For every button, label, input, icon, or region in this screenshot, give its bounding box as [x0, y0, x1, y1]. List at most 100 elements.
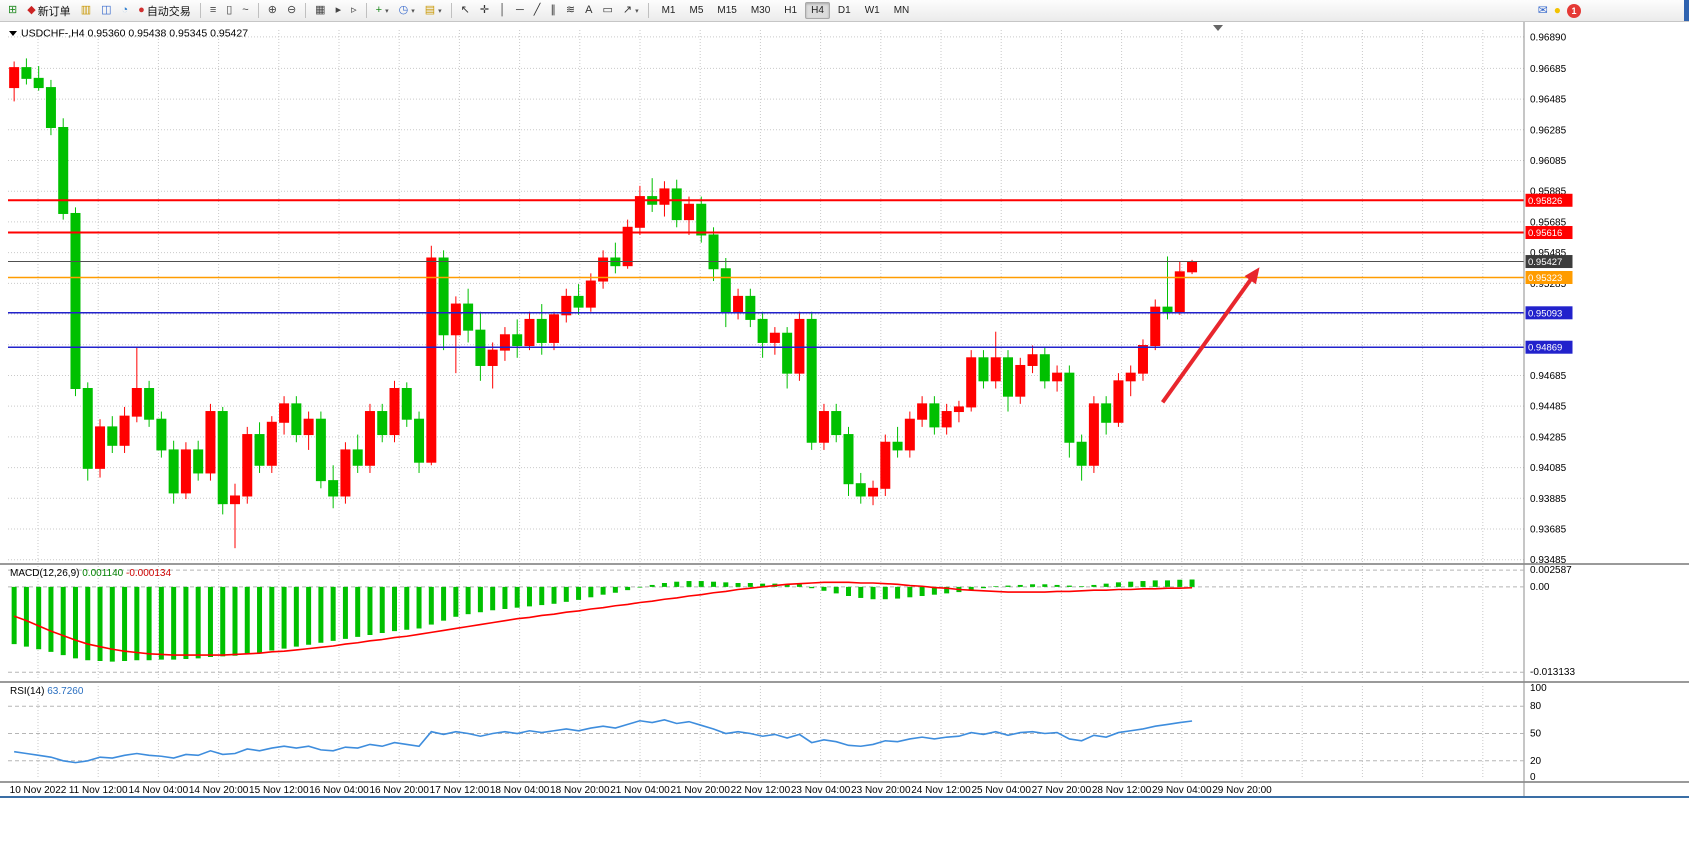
candle-body — [966, 357, 977, 408]
price-tick-label: 0.94485 — [1530, 402, 1567, 413]
macd-signal-line — [13, 581, 1193, 656]
candle-body — [279, 403, 290, 423]
symbol-dropdown-icon[interactable] — [9, 31, 17, 36]
candle — [782, 327, 793, 389]
candle-body — [1076, 441, 1087, 466]
indicators-button[interactable]: + ▾ — [372, 1, 393, 20]
candle — [82, 382, 93, 481]
toolbar-separator — [365, 3, 367, 18]
symbol-ohlc-label: USDCHF-,H4 0.95360 0.95438 0.95345 0.954… — [21, 28, 248, 40]
trend-arrow[interactable] — [1160, 267, 1260, 404]
timeframe-d1-button[interactable]: D1 — [837, 5, 851, 16]
candle-body — [450, 303, 461, 336]
candle-body — [119, 415, 130, 446]
candle — [1052, 365, 1063, 392]
new-chart-button[interactable]: ⊞ — [4, 1, 21, 20]
candle — [156, 411, 167, 458]
candle-body — [831, 411, 842, 436]
text-button[interactable]: A — [581, 1, 596, 20]
cursor-button[interactable]: ↖ — [457, 1, 474, 20]
macd-panel: MACD(12,26,9) 0.001140 -0.000134 — [8, 568, 1524, 673]
price-tick-label: 0.95885 — [1530, 187, 1567, 198]
time-tick-label: 21 Nov 04:00 — [610, 785, 670, 796]
candle-body — [683, 203, 694, 221]
timeframe-m1-button[interactable]: M1 — [661, 5, 676, 16]
fibonacci-button[interactable]: ≋ — [562, 1, 579, 20]
candle — [58, 118, 69, 220]
timeframe-mn-button[interactable]: MN — [893, 5, 910, 16]
chart-shift-marker[interactable] — [1213, 25, 1223, 31]
candle-body — [328, 480, 339, 497]
trend-arrow-shaft[interactable] — [1160, 274, 1255, 404]
market-watch-button[interactable]: ▥ — [77, 1, 95, 20]
channel-button[interactable]: ∥ — [546, 1, 560, 20]
bar-chart-button[interactable]: ≡ — [206, 1, 220, 20]
candle-body — [868, 487, 879, 497]
candle — [45, 79, 56, 136]
periods-button[interactable]: ◷ ▾ — [395, 1, 419, 20]
candle — [818, 403, 829, 450]
candle-body — [401, 388, 412, 420]
timeframe-m30-button[interactable]: M30 — [750, 5, 771, 16]
candle-body — [463, 303, 474, 331]
trend-arrow-head[interactable] — [1244, 267, 1260, 285]
auto-scroll-button[interactable]: ▸ — [332, 1, 346, 20]
candle-body — [1027, 354, 1038, 366]
horizontal-line-button[interactable]: ─ — [512, 1, 528, 20]
notification-badge[interactable]: 1 — [1567, 3, 1581, 18]
candle-body — [880, 441, 891, 489]
candle — [622, 219, 633, 269]
label-icon: ▭ — [602, 4, 613, 16]
zoom-out-button[interactable]: ⊖ — [283, 1, 300, 20]
chart-shift-button[interactable]: ▹ — [347, 1, 361, 20]
trendline-button[interactable]: ╱ — [530, 1, 545, 20]
timeframe-w1-button[interactable]: W1 — [864, 5, 880, 16]
time-axis[interactable]: 10 Nov 2022 11 Nov 12:00 14 Nov 04:00 14 No… — [10, 785, 1273, 796]
rsi-axis-label: 80 — [1530, 701, 1542, 712]
candle-body — [1113, 380, 1124, 423]
candle-body — [377, 411, 388, 436]
tile-windows-button[interactable]: ▦ — [311, 1, 329, 20]
contact-icon[interactable]: ✉ — [1537, 3, 1548, 17]
candle — [733, 288, 744, 320]
timeframe-h1-button[interactable]: H1 — [784, 5, 798, 16]
crosshair-button[interactable]: ✛ — [476, 1, 493, 20]
auto-trading-button[interactable]: ● 自动交易 — [134, 1, 195, 20]
support-line-lower-tag-label: 0.94869 — [1528, 343, 1562, 354]
rsi-line — [14, 719, 1193, 764]
zoom-in-button[interactable]: ⊕ — [264, 1, 281, 20]
resistance-line-lower-tag — [1525, 226, 1573, 240]
label-button[interactable]: ▭ — [598, 1, 616, 20]
timeframe-m5-button[interactable]: M5 — [689, 5, 704, 16]
templates-button[interactable]: ▤ ▾ — [421, 1, 446, 20]
candle — [131, 347, 142, 423]
candle-body — [794, 318, 805, 374]
zoom-out-icon: ⊖ — [286, 4, 297, 16]
vertical-line-button[interactable]: │ — [495, 1, 510, 20]
price-tick-label: 0.96085 — [1530, 156, 1567, 167]
candle-body — [217, 411, 228, 505]
candle — [929, 396, 940, 435]
navigator-button[interactable]: ◔ — [118, 1, 133, 20]
timeframe-h4-button[interactable]: H4 — [805, 2, 830, 19]
text-icon: A — [585, 4, 593, 16]
candle-body — [180, 449, 191, 494]
new-order-button[interactable]: ◆ 新订单 — [23, 1, 74, 20]
candle — [340, 442, 351, 504]
toolbar-separator — [257, 3, 259, 18]
macd-value-main: 0.001140 — [82, 568, 126, 579]
line-chart-button[interactable]: ~ — [238, 1, 252, 20]
candle-body — [622, 226, 633, 267]
arrows-button[interactable]: ↗ ▾ — [619, 1, 643, 20]
rsi-axis-label: 20 — [1530, 756, 1542, 767]
candle-body — [1137, 345, 1148, 374]
macd-label: MACD(12,26,9) 0.001140 -0.000134 — [10, 568, 171, 579]
data-window-button[interactable]: ◫ — [97, 1, 115, 20]
price-tick-label: 0.96685 — [1530, 64, 1567, 75]
candle-body — [1088, 403, 1099, 466]
timeframe-m15-button[interactable]: M15 — [717, 5, 737, 16]
periods-icon: ◷ — [398, 4, 409, 16]
lightbulb-icon[interactable]: ● — [1553, 3, 1561, 17]
macd-value-signal: -0.000134 — [126, 568, 171, 579]
candlestick-chart-button[interactable]: ▯ — [222, 1, 236, 20]
